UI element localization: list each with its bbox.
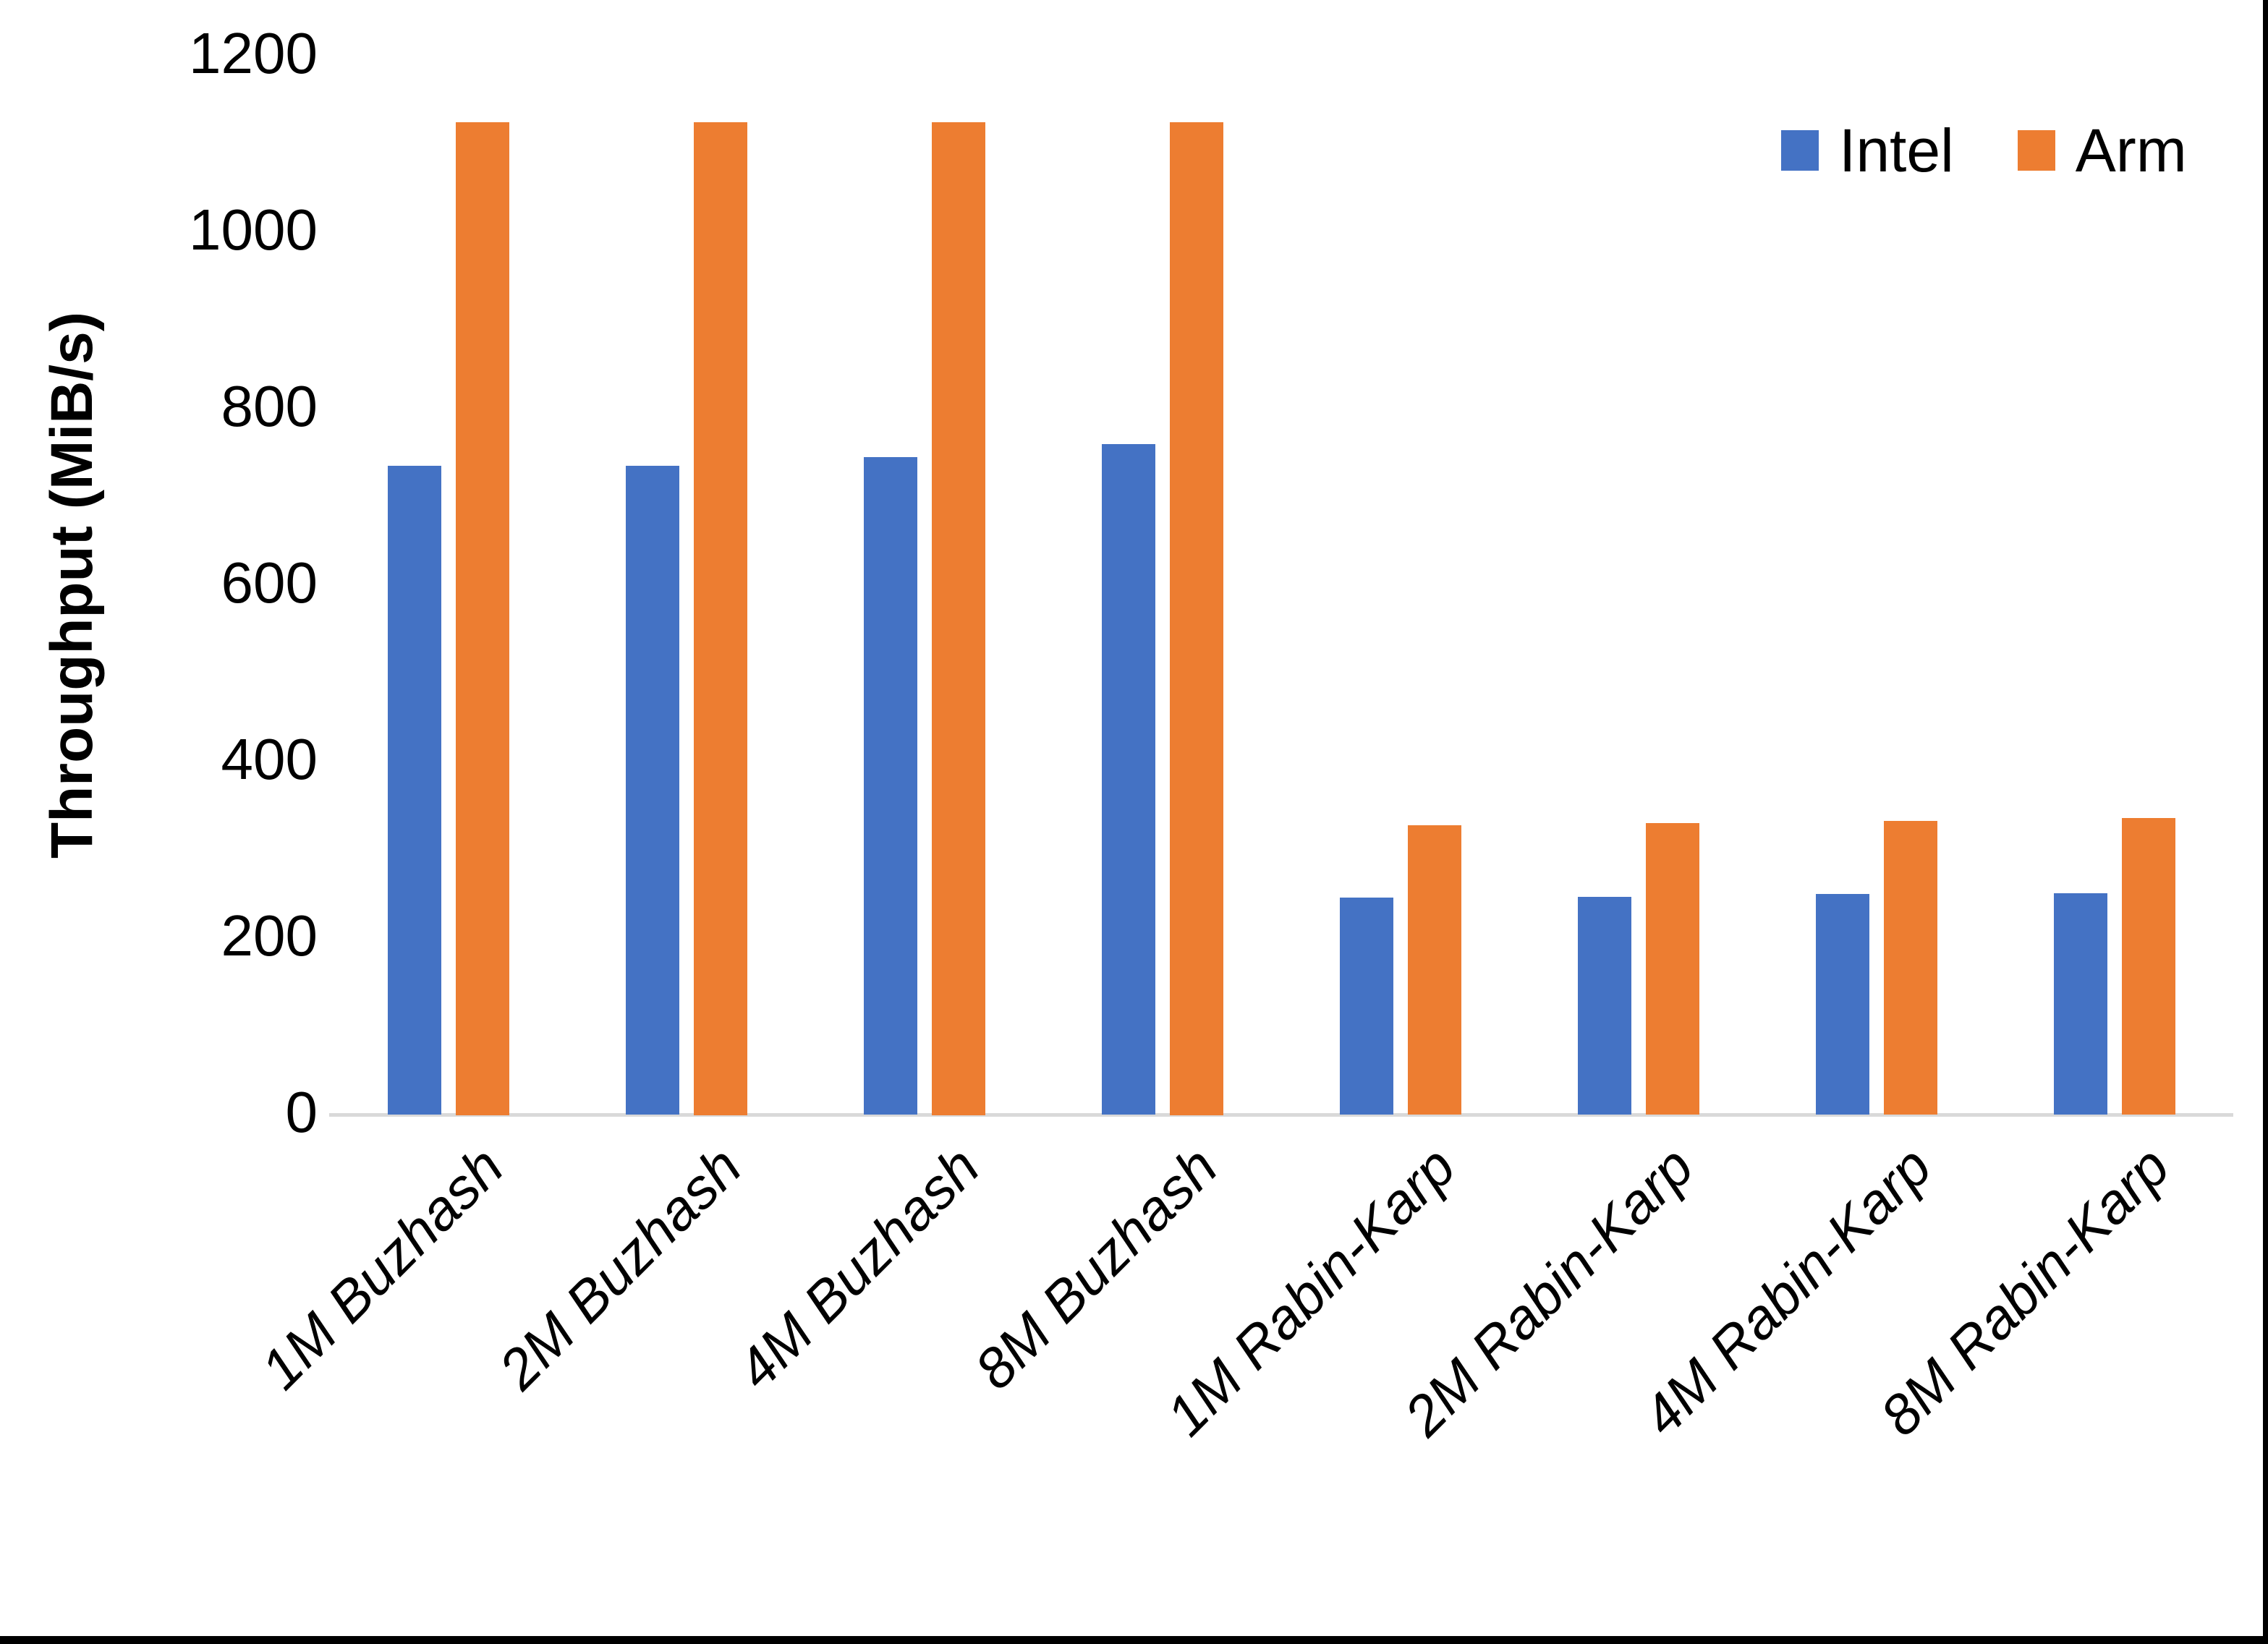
- legend-label-arm: Arm: [2075, 116, 2187, 184]
- legend-label-intel: Intel: [1839, 116, 1954, 184]
- legend: Intel Arm: [1781, 120, 2187, 181]
- y-tick-label-0: 0: [285, 1079, 318, 1144]
- bar-arm-2m-buzhash: [694, 122, 747, 1115]
- bar-arm-4m-buzhash: [932, 122, 985, 1115]
- bottom-border: [0, 1636, 2268, 1644]
- bar-arm-8m-rabin-karp: [2122, 818, 2175, 1115]
- x-label-4m-buzhash: 4M Buzhash: [724, 1134, 992, 1402]
- x-axis-baseline: [329, 1113, 2233, 1117]
- bar-arm-1m-rabin-karp: [1408, 825, 1461, 1115]
- y-tick-label-200: 200: [221, 903, 318, 968]
- bar-intel-1m-buzhash: [388, 466, 441, 1115]
- bar-intel-8m-rabin-karp: [2054, 893, 2107, 1115]
- x-label-8m-buzhash: 8M Buzhash: [962, 1134, 1230, 1402]
- bar-intel-2m-buzhash: [626, 466, 679, 1115]
- legend-swatch-arm: [2017, 130, 2055, 171]
- legend-item-intel: Intel: [1781, 120, 1954, 181]
- bar-arm-4m-rabin-karp: [1884, 821, 1937, 1115]
- x-label-1m-buzhash: 1M Buzhash: [248, 1134, 516, 1402]
- bar-intel-4m-rabin-karp: [1816, 894, 1869, 1115]
- legend-swatch-intel: [1781, 130, 1819, 171]
- bar-intel-4m-buzhash: [864, 457, 917, 1115]
- y-tick-label-400: 400: [221, 726, 318, 791]
- y-tick-label-800: 800: [221, 373, 318, 438]
- bar-intel-8m-buzhash: [1102, 444, 1155, 1115]
- bar-arm-8m-buzhash: [1170, 122, 1223, 1115]
- bar-intel-1m-rabin-karp: [1340, 898, 1393, 1115]
- legend-item-arm: Arm: [2017, 116, 2187, 184]
- bar-intel-2m-rabin-karp: [1578, 897, 1631, 1115]
- bar-arm-2m-rabin-karp: [1646, 823, 1699, 1115]
- right-border: [2263, 0, 2268, 1644]
- y-tick-label-600: 600: [221, 550, 318, 615]
- y-tick-label-1200: 1200: [189, 20, 318, 85]
- x-label-2m-buzhash: 2M Buzhash: [486, 1134, 754, 1402]
- bar-arm-1m-buzhash: [456, 122, 509, 1115]
- y-axis-title: Throughput (MiB/s): [39, 311, 105, 859]
- y-tick-label-1000: 1000: [189, 197, 318, 262]
